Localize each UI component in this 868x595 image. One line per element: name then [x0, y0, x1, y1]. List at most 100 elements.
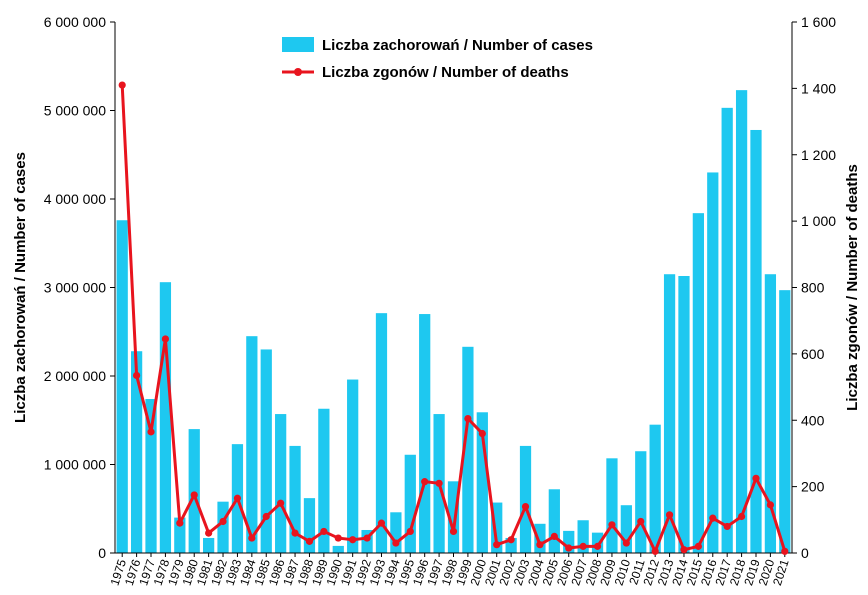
- bar-1996: [419, 314, 431, 553]
- y-right-axis-title: Liczba zgonów / Number of deaths: [844, 164, 861, 411]
- death-point-2019: [752, 474, 760, 482]
- bar-2006: [563, 530, 575, 554]
- bar-2012: [649, 424, 661, 553]
- bar-2014: [678, 276, 690, 553]
- bar-1999: [462, 346, 474, 553]
- death-point-1981: [205, 529, 213, 537]
- y-right-tick-label: 0: [801, 545, 809, 561]
- y-right-tick-label: 1 600: [801, 14, 836, 30]
- bar-1976: [130, 351, 143, 553]
- bar-1988: [303, 498, 316, 553]
- death-point-2021: [781, 547, 789, 555]
- y-left-axis-title: Liczba zachorowań / Number of cases: [12, 152, 29, 423]
- y-left-tick-label: 4 000 000: [44, 191, 106, 207]
- y-right-tick-label: 400: [801, 412, 825, 428]
- death-point-1990: [334, 534, 342, 542]
- death-point-1979: [176, 519, 184, 527]
- death-point-1985: [262, 512, 270, 521]
- legend-deaths-label: Liczba zgonów / Number of deaths: [322, 64, 569, 81]
- bar-2007: [577, 520, 589, 553]
- bar-2001: [491, 502, 503, 553]
- death-point-1975: [118, 81, 126, 89]
- bar-1991: [347, 379, 359, 553]
- death-point-2014: [680, 546, 688, 554]
- bar-2011: [635, 451, 647, 553]
- y-left-tick-label: 2 000 000: [44, 368, 106, 384]
- y-left-tick-label: 5 000 000: [44, 103, 106, 119]
- death-point-1984: [248, 534, 256, 542]
- death-point-1995: [406, 527, 414, 536]
- bar-1980: [188, 429, 200, 553]
- y-right-tick-label: 1 200: [801, 147, 836, 163]
- death-point-2003: [521, 502, 530, 511]
- y-right-tick-label: 200: [801, 479, 825, 495]
- legend-cases-swatch: [282, 37, 314, 52]
- death-point-2013: [665, 511, 674, 519]
- bar-2010: [620, 505, 632, 553]
- death-point-1991: [349, 536, 357, 544]
- death-point-1987: [291, 529, 299, 537]
- bar-1994: [390, 512, 402, 553]
- bar-1995: [404, 454, 416, 553]
- bar-2016: [707, 172, 719, 553]
- legend-deaths-swatch-marker: [294, 68, 302, 76]
- death-point-2010: [622, 539, 630, 547]
- bar-2018: [735, 90, 748, 553]
- bar-1993: [375, 313, 388, 553]
- death-point-1993: [377, 519, 386, 527]
- death-point-1976: [133, 371, 141, 380]
- death-point-2017: [723, 522, 731, 531]
- bar-2019: [750, 129, 762, 553]
- bar-1984: [246, 336, 258, 553]
- death-point-1980: [190, 491, 198, 499]
- death-point-1977: [147, 428, 155, 436]
- bar-2005: [548, 489, 560, 553]
- y-right-tick-label: 1 400: [801, 80, 836, 96]
- bar-2004: [534, 523, 546, 553]
- death-point-2012: [651, 547, 659, 555]
- bar-2009: [606, 458, 618, 553]
- bar-2003: [519, 445, 532, 553]
- death-point-2004: [536, 541, 544, 549]
- death-point-2000: [478, 429, 486, 438]
- bar-1987: [289, 445, 301, 553]
- death-point-2015: [694, 542, 702, 550]
- death-point-1983: [233, 494, 242, 502]
- y-left-tick-label: 3 000 000: [44, 280, 106, 296]
- bar-2013: [663, 274, 676, 553]
- death-point-1992: [363, 534, 371, 542]
- bar-1986: [275, 414, 287, 553]
- death-point-1994: [392, 539, 400, 547]
- bar-1990: [332, 545, 344, 553]
- death-point-2002: [507, 536, 515, 544]
- death-point-2008: [593, 542, 602, 550]
- y-left-tick-label: 0: [98, 545, 106, 561]
- y-left-tick-label: 6 000 000: [44, 14, 106, 30]
- bar-2015: [692, 213, 704, 553]
- bar-1979: [174, 517, 186, 553]
- legend-cases-label: Liczba zachorowań / Number of cases: [322, 37, 593, 54]
- bar-1975: [116, 220, 128, 554]
- bar-1982: [217, 501, 229, 553]
- death-point-1996: [421, 478, 429, 486]
- death-point-1978: [161, 335, 170, 343]
- death-point-2020: [766, 501, 774, 509]
- bar-1978: [159, 282, 172, 553]
- death-point-2018: [737, 512, 746, 521]
- death-point-2007: [579, 542, 587, 550]
- death-point-1997: [435, 479, 443, 487]
- death-point-2009: [608, 521, 616, 529]
- death-point-1988: [305, 537, 314, 545]
- y-left-tick-label: 1 000 000: [44, 457, 106, 473]
- death-point-2001: [493, 541, 501, 549]
- death-point-2011: [637, 517, 645, 526]
- death-point-2006: [565, 544, 573, 552]
- bar-1985: [260, 349, 272, 553]
- death-point-2016: [709, 514, 717, 522]
- bar-1977: [145, 399, 157, 553]
- bar-2021: [779, 290, 791, 553]
- death-point-1998: [449, 527, 458, 536]
- y-right-tick-label: 1 000: [801, 213, 836, 229]
